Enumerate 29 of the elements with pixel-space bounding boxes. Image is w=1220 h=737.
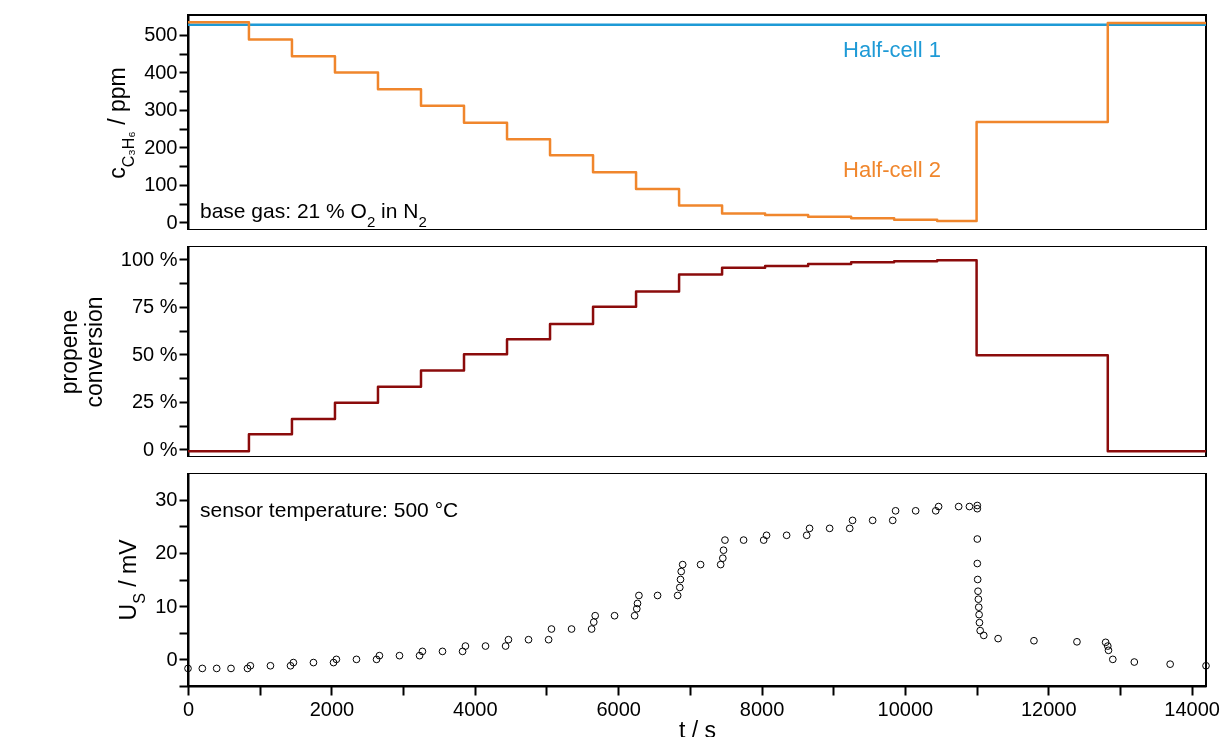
annotation: sensor temperature: 500 °C bbox=[200, 498, 459, 521]
annotation: base gas: 21 % O$_{2}$ in N$_{2}$ bbox=[200, 199, 427, 230]
x-tick-label: 2000 bbox=[309, 697, 355, 720]
x-tick-label: 14000 bbox=[1164, 697, 1220, 720]
series-label: Half-cell 1 bbox=[843, 37, 941, 62]
y-tick-label: 300 bbox=[144, 98, 178, 121]
x-tick-label: 10000 bbox=[877, 697, 934, 720]
y-tick-label: 100 % bbox=[120, 247, 178, 270]
y-tick-label: 200 bbox=[144, 135, 178, 158]
y-tick-label: 0 bbox=[166, 647, 178, 670]
y-tick-label: 50 % bbox=[131, 342, 178, 365]
y-tick-label: 20 bbox=[155, 541, 178, 564]
y-tick-label: 0 % bbox=[143, 437, 178, 460]
y-tick-label: 500 bbox=[144, 23, 178, 46]
y-tick-label: 25 % bbox=[131, 390, 178, 413]
x-axis-title: t / s bbox=[678, 716, 717, 737]
series-label: Half-cell 2 bbox=[843, 157, 941, 182]
x-tick-label: 0 bbox=[182, 697, 195, 720]
x-tick-label: 8000 bbox=[739, 697, 785, 720]
x-tick-label: 12000 bbox=[1020, 697, 1077, 720]
y-tick-label: 100 bbox=[144, 173, 178, 196]
y-tick-label: 0 bbox=[166, 211, 178, 233]
y-tick-label: 10 bbox=[155, 594, 178, 617]
y-tick-label: 75 % bbox=[131, 295, 178, 318]
y-axis-title: propene conversion bbox=[55, 296, 107, 408]
x-tick-label: 6000 bbox=[596, 697, 641, 720]
y-tick-label: 400 bbox=[144, 60, 178, 83]
y-tick-label: 30 bbox=[155, 488, 178, 511]
x-tick-label: 4000 bbox=[453, 697, 498, 720]
